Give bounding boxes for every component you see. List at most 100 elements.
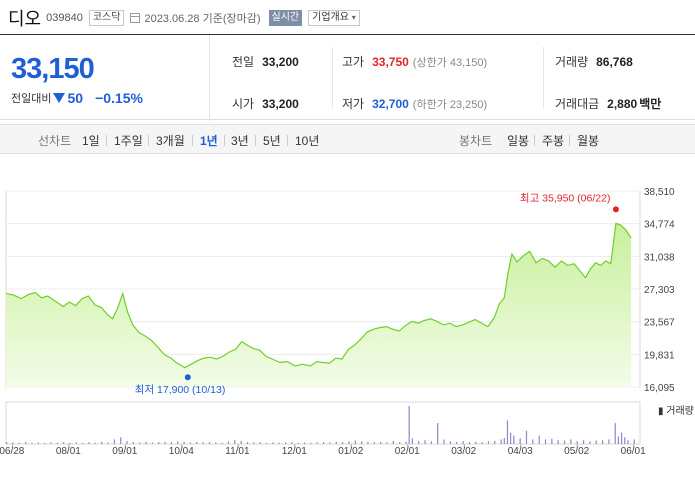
volume-bar (456, 441, 458, 444)
change-percent: −0.15% (95, 90, 143, 106)
volume-bar (164, 441, 166, 444)
y-tick-label: 38,510 (644, 187, 675, 198)
x-tick-label: 01/02 (338, 446, 363, 457)
volume-bar (373, 442, 375, 444)
volume-bar (487, 441, 490, 444)
volume-bar (475, 441, 477, 444)
quote-date: 2023.06.28 기준(장마감) (144, 13, 261, 25)
volume-bar (551, 438, 553, 444)
x-tick-label: 02/01 (395, 446, 420, 457)
volume-bar (189, 442, 192, 444)
calendar-icon (130, 13, 141, 23)
x-tick-label: 03/02 (451, 446, 476, 457)
volume-bar (240, 440, 242, 444)
volume-bar (6, 442, 8, 444)
title-row: 디오 039840 코스닥 2023.06.28 기준(장마감) 실시간 기업개… (8, 6, 360, 30)
tab-daily-candle[interactable]: 일봉 (507, 134, 530, 148)
volume-bar (177, 441, 179, 444)
volume-bar (132, 442, 134, 444)
volume-bar (215, 442, 217, 444)
volume-bar (107, 442, 109, 444)
current-price-box: 33,150 전일대비 50 −0.15% (0, 35, 210, 121)
volume-bar (424, 440, 426, 444)
volume-bar (408, 406, 410, 444)
volume-bar (614, 423, 616, 444)
volume-bar (126, 440, 128, 444)
volume-bar (18, 442, 20, 444)
tab-1day[interactable]: 1일 (82, 134, 100, 148)
x-tick-label: 10/04 (169, 446, 194, 457)
low-label: 최저 17,900 (10/13) (135, 384, 226, 396)
volume-bar (430, 441, 432, 444)
volume-bar (316, 442, 318, 444)
volume-bar (113, 439, 115, 444)
volume-bar (291, 442, 293, 444)
realtime-button[interactable]: 실시간 (268, 10, 303, 26)
tab-3months[interactable]: 3개월 (156, 134, 185, 148)
volume-bar (145, 441, 147, 444)
volume-bar (75, 442, 77, 444)
open-price: 시가 33,200 (232, 97, 299, 111)
volume-bar (437, 423, 439, 444)
tab-weekly-candle[interactable]: 주봉 (542, 134, 565, 148)
volume-bar (82, 442, 84, 444)
volume-bar (392, 440, 394, 444)
volume-bar (563, 440, 566, 444)
volume-bar (624, 437, 626, 444)
volume-bar (272, 442, 274, 444)
volume-bar (37, 442, 39, 444)
x-tick-label: 05/02 (564, 446, 589, 457)
prev-close: 전일 33,200 (232, 55, 299, 69)
volume-bar (361, 441, 363, 444)
volume-bar (208, 442, 211, 444)
low-marker (184, 374, 191, 381)
high-label: 최고 35,950 (06/22) (520, 192, 611, 204)
price-area (6, 223, 632, 387)
corp-overview-button[interactable]: 기업개요 ▾ (308, 10, 360, 26)
volume-bar (151, 442, 154, 444)
volume-bar (411, 438, 413, 444)
volume-bar (399, 442, 401, 444)
volume-bar (303, 442, 306, 444)
tab-3years[interactable]: 3년 (231, 134, 249, 148)
x-tick-label: 06/28 (0, 446, 25, 457)
volume-bar (227, 441, 230, 444)
tab-10years[interactable]: 10년 (295, 134, 320, 148)
price-summary: 33,150 전일대비 50 −0.15% 전일 33,200 시가 33,200 … (0, 34, 695, 121)
chevron-down-icon: ▾ (351, 13, 356, 22)
volume-bar (25, 442, 27, 444)
tab-5years[interactable]: 5년 (263, 134, 281, 148)
tab-monthly-candle[interactable]: 월봉 (577, 134, 600, 148)
change-value: 50 (67, 90, 84, 106)
volume-bar (510, 432, 512, 444)
volume-bar (538, 435, 540, 444)
volume-bar (405, 441, 407, 444)
volume-bar (56, 442, 58, 444)
volume-bar (449, 441, 451, 444)
tab-1week[interactable]: 1주일 (114, 134, 143, 148)
volume-bar (323, 442, 325, 444)
volume-bar (576, 440, 578, 444)
volume-bar (557, 440, 559, 444)
tab-1year[interactable]: 1년 (200, 134, 218, 148)
y-tick-label: 23,567 (644, 318, 675, 329)
volume-bar (627, 440, 629, 444)
volume-bar (12, 442, 14, 444)
volume-bar (506, 420, 509, 444)
volume-bar (310, 442, 312, 444)
volume-bar (443, 439, 445, 444)
volume-bar (265, 442, 268, 444)
volume-bar (595, 440, 597, 444)
volume-bar (500, 439, 502, 444)
low-price: 저가 32,700 (하한가 23,250) (342, 97, 488, 111)
volume-bar (69, 442, 71, 444)
volume-bar (253, 442, 255, 444)
volume-bar (633, 439, 635, 444)
chart-tabs: 선차트 1일 1주일 3개월 1년 3년 5년 10년 봉차트 일봉 주봉 월봉 (0, 124, 695, 154)
volume-bar (348, 441, 350, 444)
volume-bar (367, 441, 369, 444)
volume-bar (158, 442, 160, 444)
volume-bar (418, 440, 420, 444)
high-marker (612, 206, 619, 213)
price-chart: 38,510 34,774 31,038 27,303 23,567 19,831 16,0… (0, 187, 694, 457)
